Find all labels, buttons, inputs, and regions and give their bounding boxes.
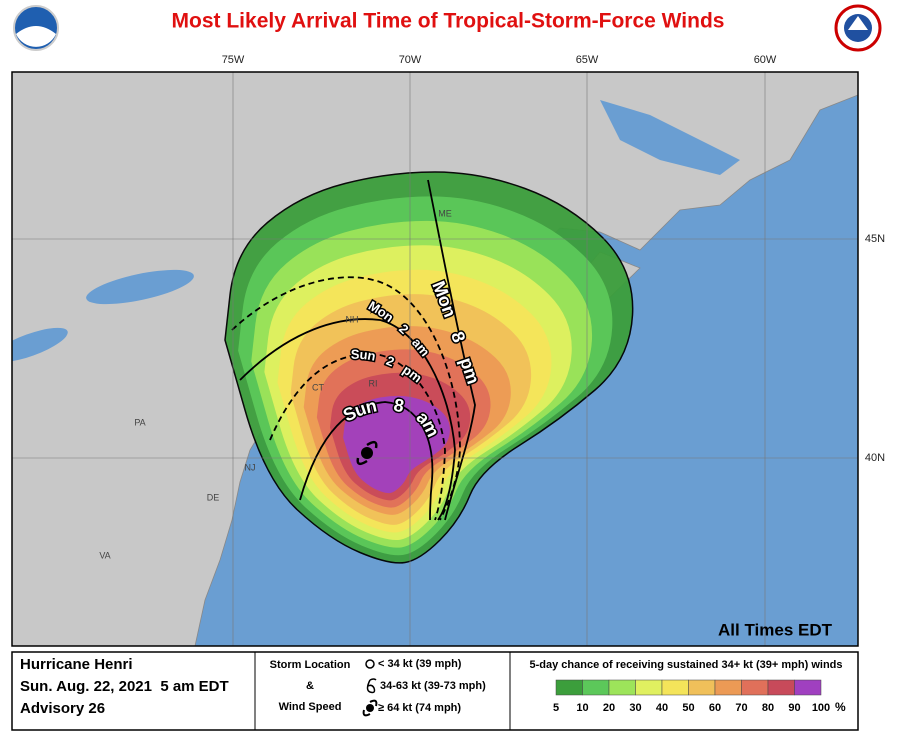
- legend-label: 100: [812, 702, 830, 714]
- region-label: NH: [346, 314, 359, 324]
- region-label: CT: [312, 382, 324, 392]
- symbol-weak: [365, 659, 375, 669]
- legend-label: 90: [788, 702, 800, 714]
- storm-date: Sun. Aug. 22, 2021 5 am EDT: [20, 678, 229, 695]
- storm-advisory: Advisory 26: [20, 700, 105, 717]
- latitude-label: 40N: [865, 452, 885, 464]
- noaa-logo: [13, 5, 59, 51]
- longitude-label: 70W: [399, 54, 422, 66]
- region-label: DE: [207, 492, 220, 502]
- legend-swatch: [608, 679, 636, 696]
- legend-swatch: [661, 679, 689, 696]
- legend-label: 10: [576, 702, 588, 714]
- legend-unit: %: [835, 700, 846, 714]
- legend-swatch: [582, 679, 610, 696]
- longitude-label: 60W: [754, 54, 777, 66]
- symbol-hurricane: [362, 699, 378, 717]
- legend-swatch: [794, 679, 822, 696]
- probability-zone: [343, 395, 450, 494]
- legend-label: 40: [656, 702, 668, 714]
- nws-logo: [834, 4, 882, 52]
- legend-swatch: [741, 679, 769, 696]
- legend-label: 50: [682, 702, 694, 714]
- region-label: PA: [134, 417, 145, 427]
- legend-label: 60: [709, 702, 721, 714]
- title: Most Likely Arrival Time of Tropical-Sto…: [172, 10, 725, 33]
- legend-label: 80: [762, 702, 774, 714]
- legend-swatch: [635, 679, 663, 696]
- symbol-label: < 34 kt (39 mph): [378, 658, 462, 670]
- legend-swatch: [767, 679, 795, 696]
- symbol-legend-title: Storm Location: [270, 659, 351, 671]
- map-frame: [11, 71, 859, 647]
- legend-swatch: [555, 679, 583, 696]
- symbol-legend-title: Wind Speed: [279, 701, 342, 713]
- legend-label: 70: [735, 702, 747, 714]
- longitude-label: 65W: [576, 54, 599, 66]
- storm-name: Hurricane Henri: [20, 656, 133, 673]
- symbol-legend-title: &: [306, 680, 314, 692]
- region-label: RI: [369, 378, 378, 388]
- longitude-label: 75W: [222, 54, 245, 66]
- region-label: NJ: [245, 462, 256, 472]
- symbol-label: ≥ 64 kt (74 mph): [378, 702, 461, 714]
- legend-label: 20: [603, 702, 615, 714]
- legend-label: 5: [553, 702, 559, 714]
- legend-swatch: [688, 679, 716, 696]
- legend-label: 30: [629, 702, 641, 714]
- region-label: VA: [99, 550, 110, 560]
- map: All Times EDT: [12, 72, 858, 646]
- symbol-label: 34-63 kt (39-73 mph): [380, 680, 486, 692]
- symbol-storm: [366, 678, 377, 694]
- storm-symbol: [356, 440, 378, 466]
- probability-legend-title: 5-day chance of receiving sustained 34+ …: [530, 659, 843, 671]
- latitude-label: 45N: [865, 233, 885, 245]
- time-zone-note: All Times EDT: [718, 620, 833, 639]
- region-label: ME: [438, 208, 452, 218]
- legend-swatch: [714, 679, 742, 696]
